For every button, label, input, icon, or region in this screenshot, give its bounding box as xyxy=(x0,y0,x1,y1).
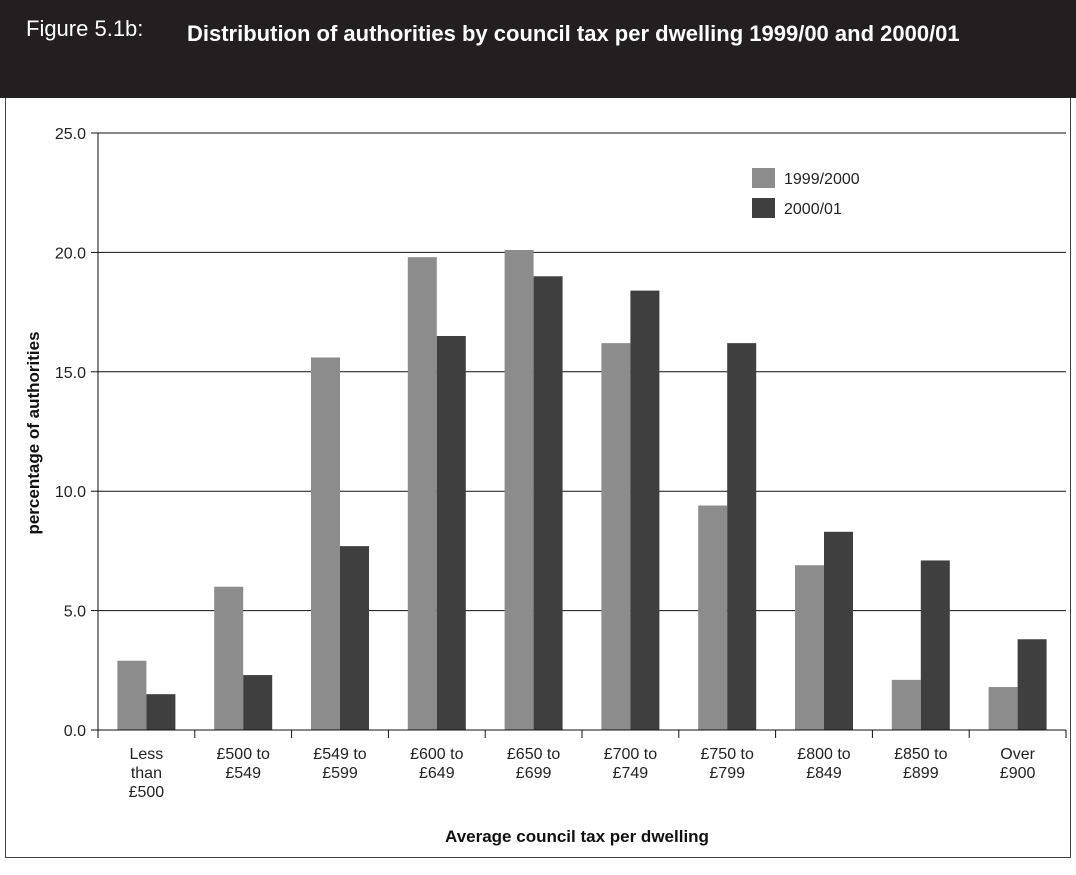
x-tick-label: £850 to xyxy=(894,746,947,763)
figure-header: Figure 5.1b: Distribution of authorities… xyxy=(0,0,1076,98)
bar-2000-01 xyxy=(1017,639,1047,730)
x-axis-title: Average council tax per dwelling xyxy=(445,827,709,846)
legend-swatch xyxy=(752,168,775,188)
axes xyxy=(91,132,1067,738)
bars xyxy=(117,250,1047,730)
tick-labels: 0.0 5.0 10.0 15.0 20.0 25.0 Less than £500 £500 t… xyxy=(55,126,1036,801)
legend: 1999/2000 2000/01 xyxy=(752,168,860,218)
x-tick-label: £549 to xyxy=(313,746,366,763)
bar-1999-2000 xyxy=(504,250,534,730)
x-tick-label: £699 xyxy=(516,765,552,782)
y-tick-label: 25.0 xyxy=(55,126,86,143)
bar-2000-01 xyxy=(920,560,950,730)
y-axis-title: percentage of authorities xyxy=(24,331,43,534)
x-tick-label: £750 to xyxy=(701,746,754,763)
bar-1999-2000 xyxy=(311,357,340,730)
x-tick-label: £500 xyxy=(129,784,165,801)
legend-label: 1999/2000 xyxy=(784,171,860,188)
bar-1999-2000 xyxy=(601,343,631,730)
y-tick-label: 20.0 xyxy=(55,245,86,262)
bar-2000-01 xyxy=(630,290,660,730)
x-tick-label: than xyxy=(131,765,162,782)
bar-2000-01 xyxy=(436,335,466,730)
y-tick-label: 10.0 xyxy=(55,484,86,501)
bar-1999-2000 xyxy=(117,660,147,730)
bar-2000-01 xyxy=(340,546,369,730)
x-tick-label: £700 to xyxy=(604,746,657,763)
x-tick-label: £500 to xyxy=(217,746,270,763)
legend-label: 2000/01 xyxy=(784,201,842,218)
x-tick-label: £549 xyxy=(225,765,261,782)
bar-2000-01 xyxy=(533,276,563,730)
y-tick-label: 0.0 xyxy=(64,723,86,740)
x-tick-label: £849 xyxy=(806,765,842,782)
bar-2000-01 xyxy=(727,343,757,730)
chart-frame xyxy=(5,98,1071,858)
figure-label: Figure 5.1b: xyxy=(26,16,144,41)
bar-1999-2000 xyxy=(891,679,921,730)
x-tick-label: £800 to xyxy=(797,746,850,763)
x-tick-label: £749 xyxy=(613,765,649,782)
bar-2000-01 xyxy=(824,531,853,730)
gridlines xyxy=(98,132,1066,612)
figure-title: Distribution of authorities by council t… xyxy=(187,21,960,46)
bar-1999-2000 xyxy=(214,586,244,730)
x-tick-label: £799 xyxy=(709,765,745,782)
x-tick-label: £600 to xyxy=(410,746,463,763)
x-tick-label: £899 xyxy=(903,765,939,782)
bar-1999-2000 xyxy=(407,257,437,730)
x-tick-label: Less xyxy=(130,746,164,763)
bar-2000-01 xyxy=(146,694,176,730)
x-tick-label: £900 xyxy=(1000,765,1036,782)
y-tick-label: 5.0 xyxy=(64,604,86,621)
x-tick-label: £599 xyxy=(322,765,358,782)
x-tick-label: £650 to xyxy=(507,746,560,763)
x-tick-label: £649 xyxy=(419,765,455,782)
bar-1999-2000 xyxy=(988,687,1018,730)
x-tick-label: Over xyxy=(1000,746,1035,763)
bar-1999-2000 xyxy=(698,505,728,730)
bar-2000-01 xyxy=(243,675,273,730)
y-tick-label: 15.0 xyxy=(55,365,86,382)
bar-1999-2000 xyxy=(795,565,824,730)
legend-swatch xyxy=(752,198,775,218)
